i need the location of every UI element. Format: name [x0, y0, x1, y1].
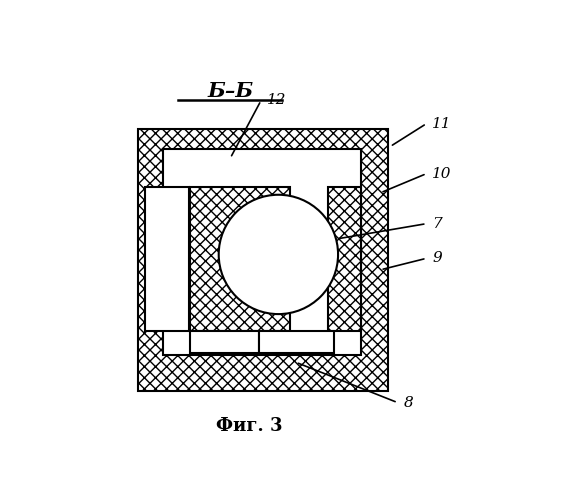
- Bar: [328, 187, 361, 332]
- Text: Б–Б: Б–Б: [207, 81, 253, 101]
- Circle shape: [219, 194, 338, 314]
- Bar: [190, 187, 290, 332]
- Bar: [259, 332, 334, 352]
- Text: 7: 7: [432, 216, 442, 230]
- Bar: [190, 332, 259, 352]
- Bar: [138, 130, 388, 391]
- Text: Фиг. 3: Фиг. 3: [216, 417, 283, 434]
- Text: 11: 11: [432, 116, 452, 130]
- Text: 8: 8: [403, 396, 413, 409]
- Bar: [145, 187, 189, 332]
- Bar: [163, 148, 361, 354]
- Text: 12: 12: [267, 94, 286, 108]
- Text: 9: 9: [432, 252, 442, 266]
- Text: 10: 10: [432, 166, 452, 180]
